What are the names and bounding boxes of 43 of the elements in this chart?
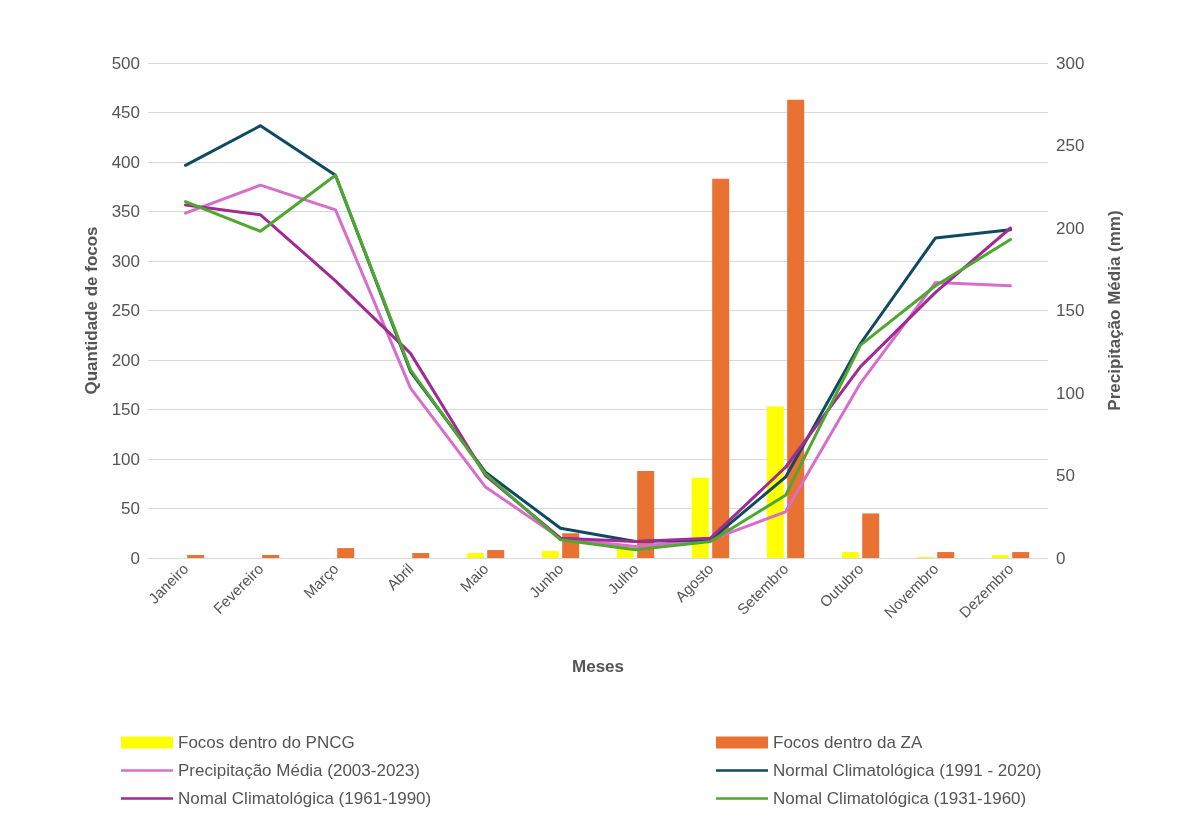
legend-label: Focos dentro da ZA xyxy=(773,733,923,752)
bar xyxy=(466,553,484,558)
y-tick-label: 400 xyxy=(111,152,140,172)
y2-tick-label: 50 xyxy=(1056,466,1075,485)
bar xyxy=(412,553,430,558)
y2-tick-label: 300 xyxy=(1056,53,1085,73)
legend-label: Precipitação Média (2003-2023) xyxy=(178,761,420,780)
y-tick-label: 250 xyxy=(111,301,140,320)
legend-label: Focos dentro do PNCG xyxy=(178,733,355,752)
legend-label: Nomal Climatológica (1961-1990) xyxy=(178,789,432,808)
y2-tick-label: 150 xyxy=(1056,301,1085,320)
y-tick-label: 300 xyxy=(111,251,140,271)
bar xyxy=(766,406,784,558)
y-tick-label: 450 xyxy=(111,103,140,122)
y2-axis-title: Precipitação Média (mm) xyxy=(1105,210,1124,411)
y-tick-label: 0 xyxy=(130,548,140,568)
bar xyxy=(1012,552,1030,558)
y-tick-label: 100 xyxy=(111,449,140,469)
y2-tick-label: 200 xyxy=(1056,218,1085,238)
y-tick-label: 50 xyxy=(121,499,140,518)
bar xyxy=(841,552,859,558)
y-axis-title: Quantidade de focos xyxy=(82,226,101,395)
y2-tick-label: 0 xyxy=(1056,548,1066,568)
x-axis-title: Meses xyxy=(572,657,624,676)
y-tick-label: 150 xyxy=(111,400,140,419)
y-tick-label: 350 xyxy=(111,202,140,221)
bar xyxy=(262,555,280,558)
legend-label: Nomal Climatológica (1931-1960) xyxy=(773,789,1027,808)
bar xyxy=(487,550,505,558)
bar xyxy=(187,555,205,558)
bar xyxy=(691,477,709,558)
y2-tick-label: 250 xyxy=(1056,136,1085,155)
legend-label: Normal Climatológica (1991 - 2020) xyxy=(773,761,1042,780)
bar xyxy=(862,513,880,558)
y-tick-label: 500 xyxy=(111,53,140,73)
y2-tick-label: 100 xyxy=(1056,383,1085,403)
bar xyxy=(991,555,1009,558)
bar xyxy=(787,99,805,558)
bar xyxy=(541,551,559,558)
bar xyxy=(712,178,730,558)
y-tick-label: 200 xyxy=(111,350,140,370)
bar xyxy=(937,552,955,558)
bar xyxy=(337,548,355,558)
